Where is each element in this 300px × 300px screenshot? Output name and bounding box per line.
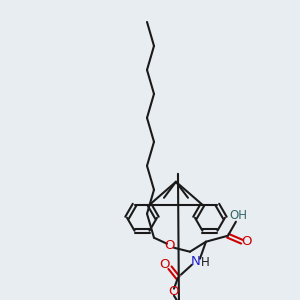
Text: OH: OH: [229, 209, 247, 222]
Text: O: O: [169, 285, 179, 298]
Text: O: O: [165, 239, 175, 252]
Text: H: H: [201, 256, 209, 269]
Text: O: O: [160, 258, 170, 271]
Text: O: O: [242, 235, 252, 248]
Text: N: N: [191, 255, 201, 268]
